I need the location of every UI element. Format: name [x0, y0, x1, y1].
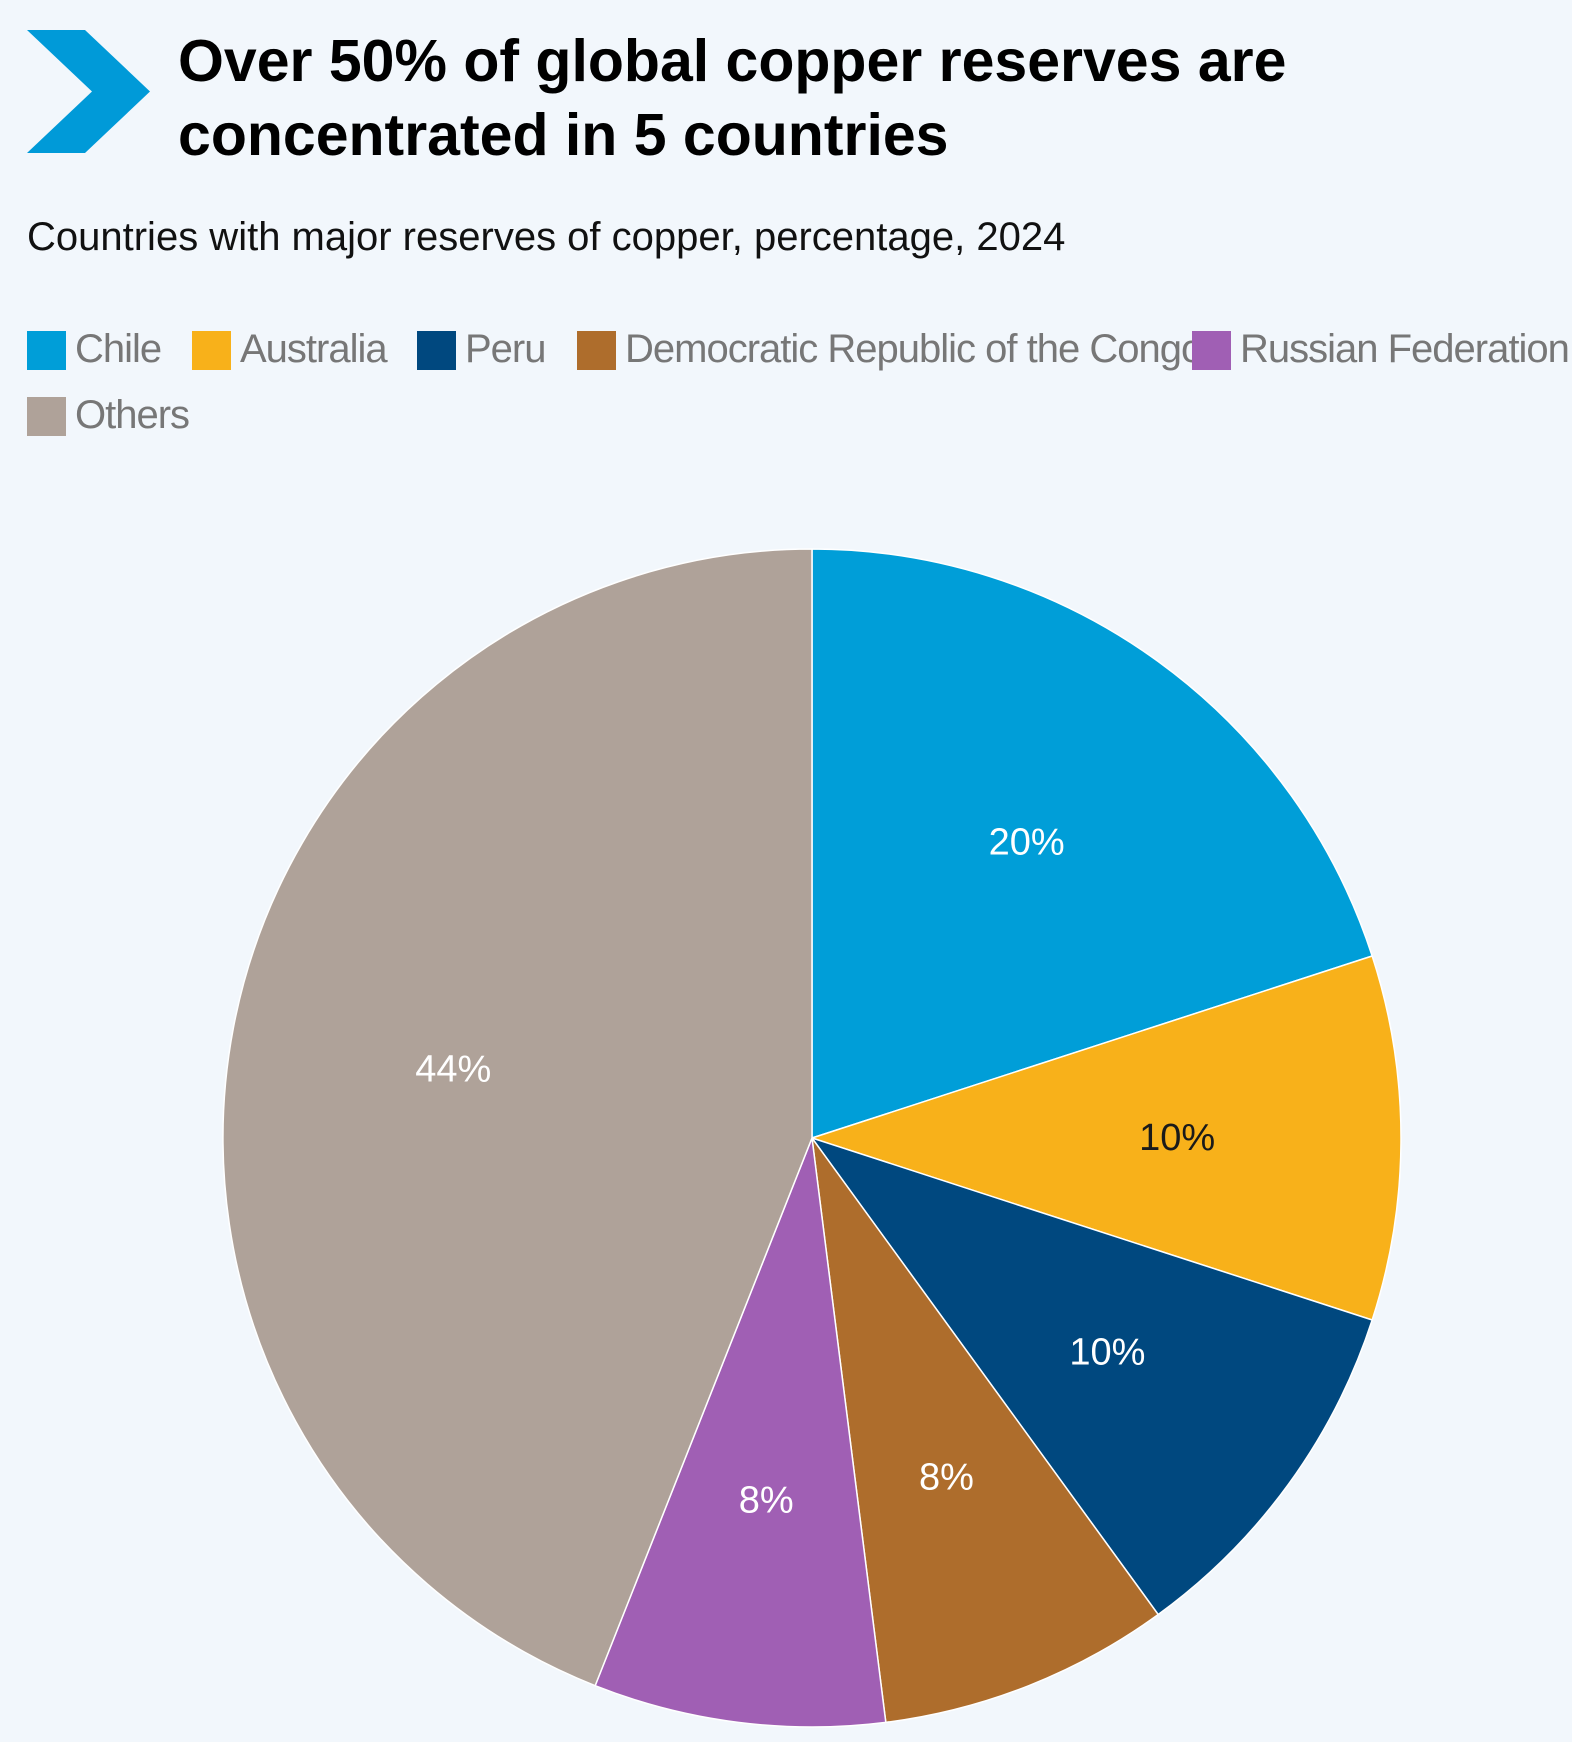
legend-label-others: Others	[75, 393, 190, 437]
pie-slice-labels: 20% 10% 10% 8% 8% 44%	[415, 822, 1215, 1522]
legend-swatch-peru	[417, 331, 456, 370]
pie-label-peru: 10%	[1069, 1332, 1145, 1374]
pie-slice-russian-federation	[594, 1137, 887, 1728]
legend-label-chile: Chile	[75, 327, 162, 371]
chart-subtitle: Countries with major reserves of copper,…	[27, 215, 1066, 259]
pie-label-chile: 20%	[989, 822, 1065, 864]
legend-label-russian-federation: Russian Federation	[1240, 327, 1570, 371]
chart-header: Over 50% of global copper reserves are c…	[0, 0, 1572, 180]
legend-label-drc: Democratic Republic of the Congo	[625, 327, 1203, 371]
pie-slice-peru	[811, 1137, 1373, 1616]
pie-label-others: 44%	[415, 1049, 491, 1091]
chart-title-line-1: Over 50% of global copper reserves are	[178, 28, 1287, 94]
pie-label-australia: 10%	[1139, 1117, 1215, 1159]
legend-label-australia: Australia	[240, 327, 388, 371]
legend-label-peru: Peru	[465, 327, 546, 371]
pie-slices	[222, 548, 1402, 1728]
legend-swatch-drc	[577, 331, 616, 370]
pie-slice-australia	[811, 955, 1402, 1321]
chevron-right-icon	[27, 30, 150, 153]
pie-label-democratic-republic-of-the-congo: 8%	[919, 1457, 974, 1499]
legend-swatch-others	[27, 397, 66, 436]
pie-slice-chile	[811, 548, 1373, 1139]
pie-slice-democratic-republic-of-the-congo	[811, 1137, 1159, 1724]
legend-swatch-australia	[192, 331, 231, 370]
legend-swatch-russian-federation	[1192, 331, 1231, 370]
chart-title-line-2: concentrated in 5 countries	[178, 102, 949, 168]
pie-slice-others	[222, 548, 813, 1687]
chart-title: Over 50% of global copper reserves are c…	[178, 24, 1538, 172]
pie-label-russian-federation: 8%	[739, 1479, 794, 1521]
legend-swatch-chile	[27, 331, 66, 370]
